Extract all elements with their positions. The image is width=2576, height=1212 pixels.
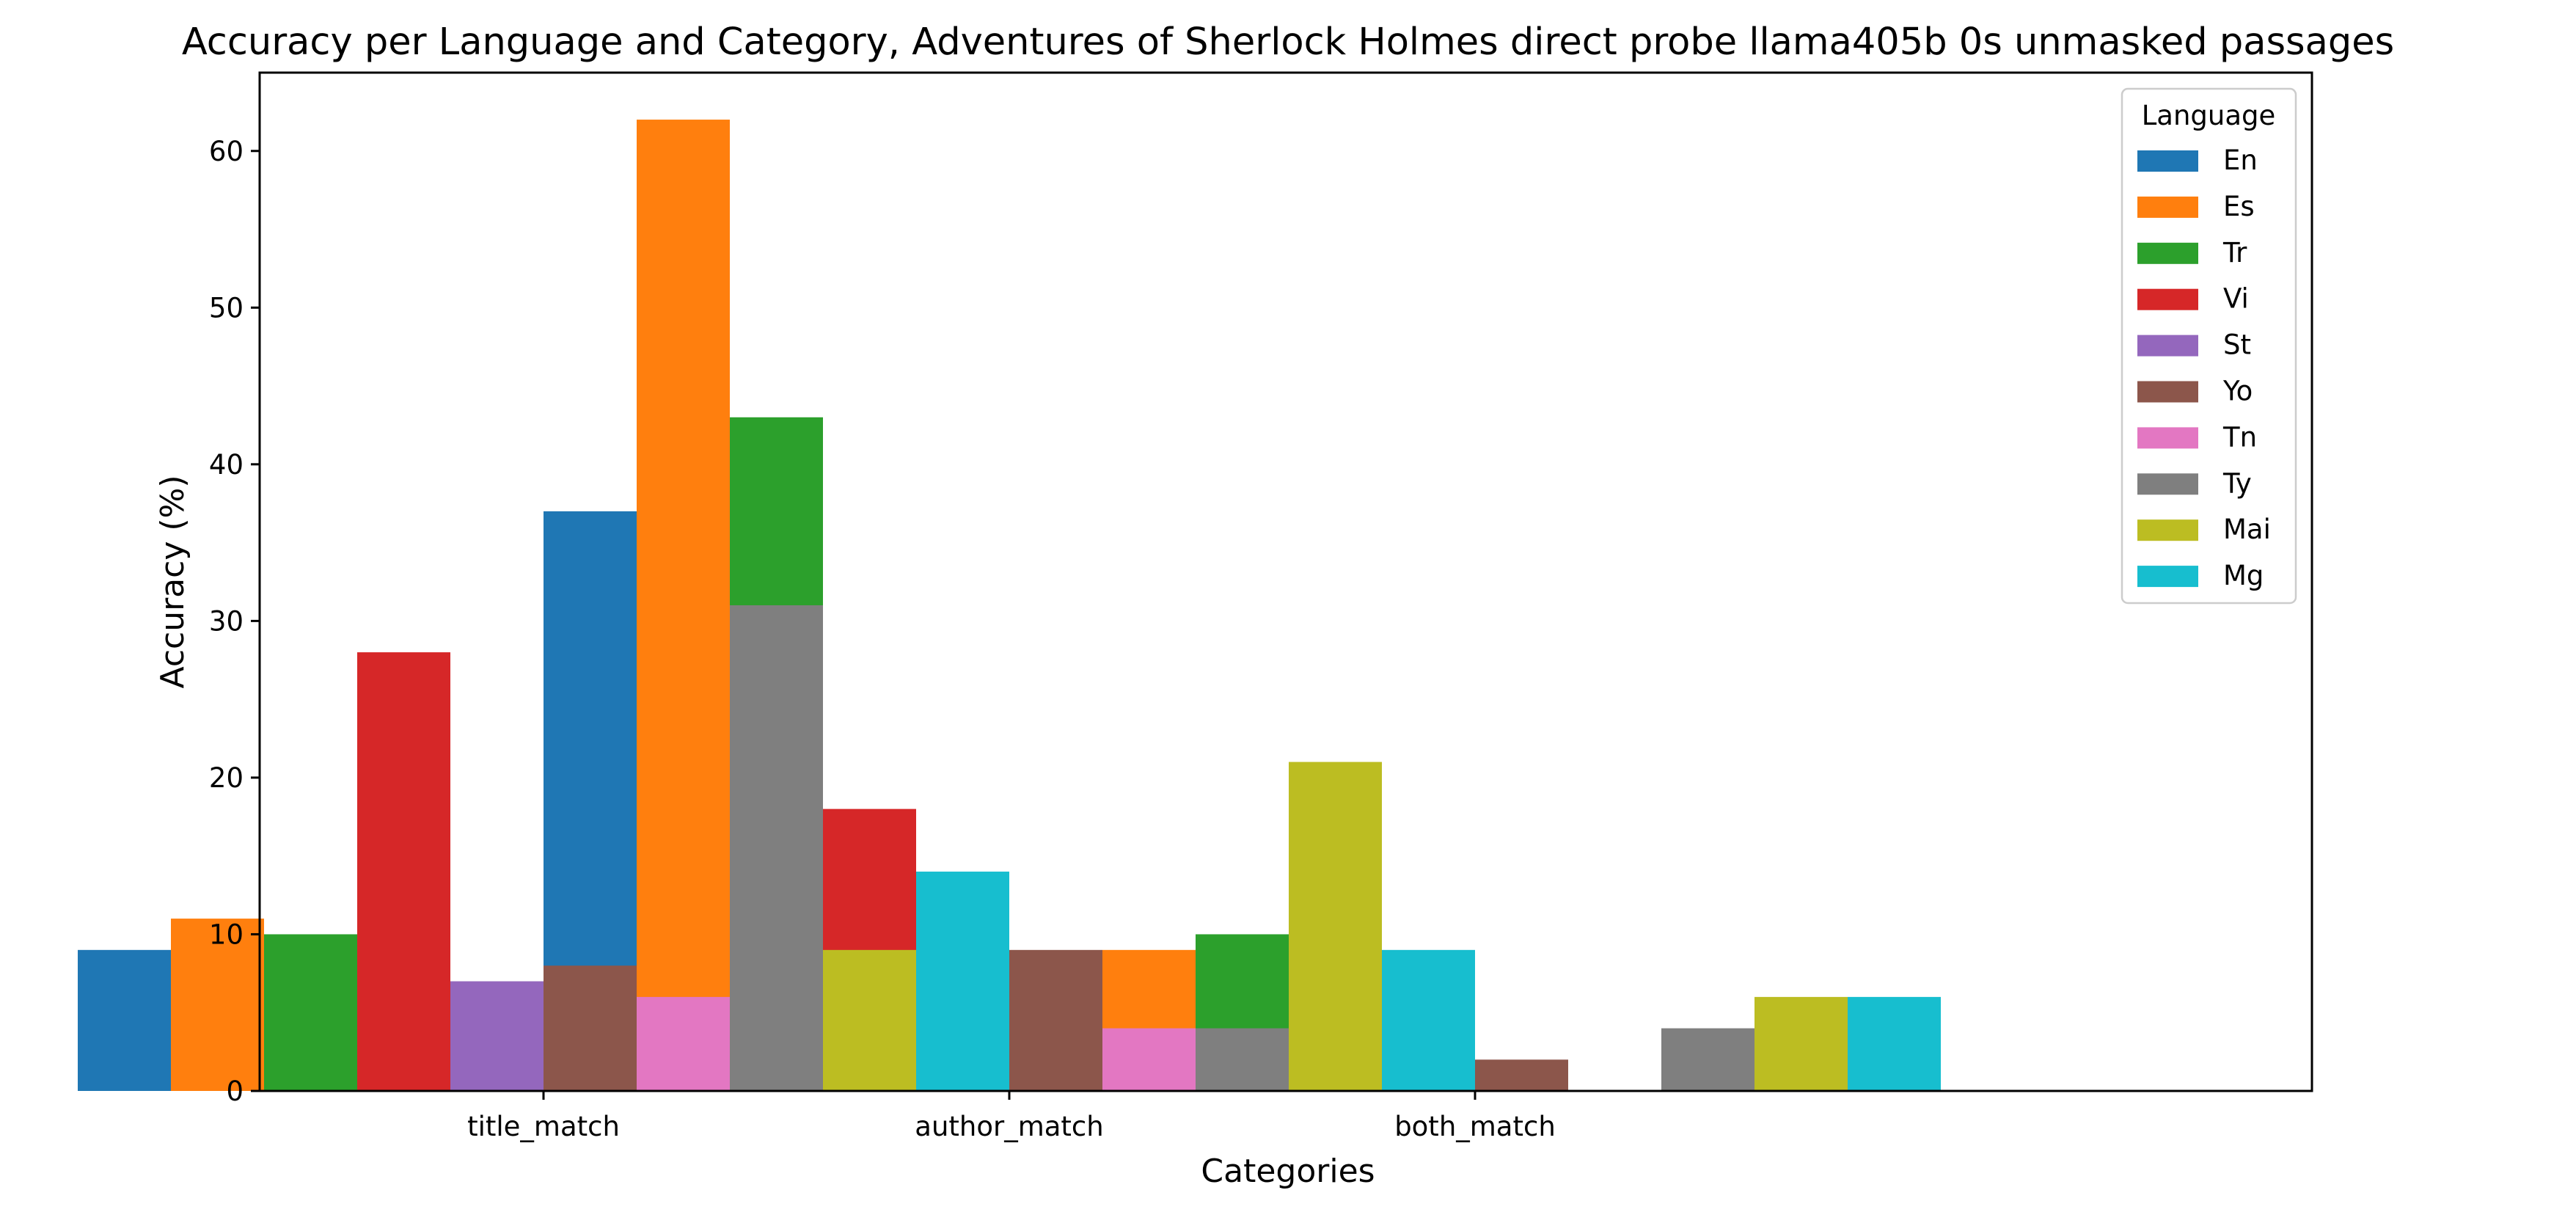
bar-mai-both_match — [1754, 996, 1848, 1091]
y-tick-label: 50 — [209, 292, 244, 324]
y-tick-label: 10 — [209, 919, 244, 950]
bar-en-title_match — [78, 949, 171, 1091]
y-tick-label: 60 — [209, 136, 244, 167]
y-tick-label: 0 — [226, 1076, 244, 1107]
legend-swatch-es — [2137, 196, 2198, 218]
bar-ty-title_match — [730, 605, 823, 1091]
axes-frame — [258, 71, 2313, 1092]
legend-items: En Es Tr Vi St Yo Tn Ty Mai Mg — [2137, 145, 2271, 591]
bar-yo-title_match — [544, 965, 637, 1091]
legend-label-mg: Mg — [2223, 560, 2264, 591]
x-tick-label-both_match: both_match — [1394, 1111, 1556, 1142]
legend-label-mai: Mai — [2223, 514, 2271, 545]
chart-title: Accuracy per Language and Category, Adve… — [182, 21, 2394, 64]
bar-mg-author_match — [1382, 949, 1475, 1091]
bar-mai-author_match — [1289, 762, 1382, 1091]
x-axis-label: Categories — [1201, 1153, 1375, 1190]
legend-swatch-st — [2137, 335, 2198, 357]
legend-label-st: St — [2223, 329, 2251, 361]
bar-yo-author_match — [1009, 949, 1102, 1091]
bar-mai-title_match — [823, 949, 916, 1091]
bar-st-title_match — [450, 981, 544, 1091]
legend-swatch-mai — [2137, 519, 2198, 541]
y-tick-label: 30 — [209, 605, 244, 637]
bar-tn-title_match — [637, 996, 730, 1091]
bar-ty-author_match — [1196, 1028, 1289, 1091]
bars — [78, 120, 1941, 1092]
bar-tn-author_match — [1102, 1028, 1196, 1091]
legend-swatch-en — [2137, 150, 2198, 172]
legend-title: Language — [2142, 100, 2276, 131]
y-tick-label: 20 — [209, 762, 244, 794]
bar-es-author_match — [637, 120, 730, 1092]
legend-swatch-mg — [2137, 566, 2198, 588]
legend-label-tr: Tr — [2222, 237, 2247, 269]
legend-label-ty: Ty — [2222, 467, 2252, 499]
legend-swatch-tn — [2137, 427, 2198, 449]
legend: Language En Es Tr Vi St Yo Tn Ty Mai Mg — [2121, 87, 2297, 605]
bar-mg-both_match — [1848, 996, 1941, 1091]
x-tick-label-title_match: title_match — [467, 1111, 620, 1142]
bar-ty-both_match — [1661, 1028, 1754, 1091]
legend-label-en: En — [2223, 145, 2258, 176]
bar-tr-title_match — [264, 934, 357, 1091]
bar-mg-title_match — [916, 872, 1009, 1091]
y-axis-ticks: 0 10 20 30 40 50 60 — [209, 136, 260, 1107]
legend-label-vi: Vi — [2223, 283, 2249, 315]
legend-label-tn: Tn — [2222, 421, 2257, 453]
bar-es-title_match — [171, 919, 264, 1091]
bar-vi-title_match — [357, 652, 450, 1091]
y-axis-label: Accuracy (%) — [154, 475, 191, 688]
legend-swatch-ty — [2137, 473, 2198, 495]
x-tick-label-author_match: author_match — [915, 1111, 1103, 1142]
legend-label-es: Es — [2223, 191, 2255, 222]
legend-swatch-vi — [2137, 288, 2198, 310]
legend-swatch-yo — [2137, 381, 2198, 403]
bar-yo-both_match — [1475, 1059, 1568, 1091]
x-axis-ticks: title_match author_match both_match — [467, 1091, 1556, 1142]
legend-label-yo: Yo — [2222, 376, 2253, 407]
legend-swatch-tr — [2137, 242, 2198, 264]
y-tick-label: 40 — [209, 449, 244, 481]
